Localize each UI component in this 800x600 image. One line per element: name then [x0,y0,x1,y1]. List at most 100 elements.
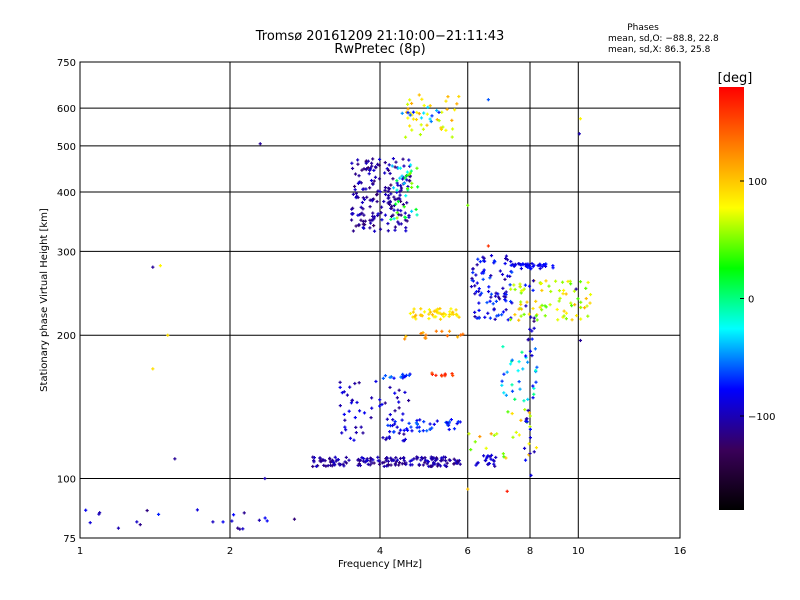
data-point [403,215,408,220]
data-point [407,213,411,218]
data-point [440,329,444,333]
data-point [410,181,414,185]
data-point [527,263,531,268]
data-point [352,184,357,189]
data-point [538,266,542,271]
data-point [401,157,405,161]
data-point [398,166,403,170]
data-point [519,314,523,318]
data-point [437,110,441,114]
data-point [391,177,395,181]
data-point [422,103,426,108]
data-point [373,175,378,179]
data-point [398,193,402,197]
data-point [399,209,403,213]
data-point [450,372,454,376]
data-point [376,455,380,459]
data-point [532,392,536,396]
data-point [469,284,474,289]
data-point [435,308,440,312]
data-point [586,314,590,318]
data-point [230,519,234,523]
data-point [530,329,534,333]
data-point [292,517,297,521]
data-point [390,164,394,168]
data-point [494,299,498,303]
data-point [138,523,142,527]
data-point [360,455,364,460]
data-point [242,511,246,515]
data-point [371,458,375,462]
data-point [474,463,478,467]
data-point [393,391,397,395]
data-point [410,128,414,132]
data-point [361,187,365,191]
data-point [376,212,380,216]
data-point [369,161,374,165]
data-point [392,376,396,380]
data-point [368,218,372,222]
data-point [584,296,588,301]
data-point [395,188,399,192]
data-point [494,291,498,295]
x-tick-labels: 1 2 4 6 8 10 16 [77,546,687,557]
data-point [420,456,425,460]
data-point [368,459,372,463]
data-point [524,354,528,358]
data-point [488,316,493,320]
data-point [495,432,499,436]
data-point [482,256,486,260]
data-point [406,116,410,120]
data-point [456,459,460,463]
data-point [368,205,372,209]
colorbar-ticks: 100 0 −100 [740,177,775,423]
data-point [556,318,560,322]
data-point [318,459,322,463]
data-point [474,273,478,277]
data-point [444,313,448,317]
data-point [418,418,422,422]
data-point [564,292,568,296]
data-point [415,457,419,461]
data-point [427,312,431,316]
data-point [458,462,462,466]
data-point [486,454,490,458]
data-point [98,511,102,515]
data-point [323,459,327,463]
data-point [421,463,425,467]
data-point [328,460,333,464]
data-point [355,400,359,405]
data-point [407,373,411,378]
data-point [357,174,361,178]
data-point [508,317,513,322]
data-point [151,265,155,269]
data-point [574,314,579,318]
data-point [517,307,521,311]
data-point [444,128,448,132]
data-point [417,93,421,97]
data-point [420,97,424,101]
data-point [432,456,436,460]
data-point [479,291,484,295]
data-point [528,327,532,331]
data-point [450,118,454,122]
data-point [438,464,443,468]
data-point [145,508,149,513]
data-point [512,264,516,268]
data-point [447,427,451,432]
data-point [489,292,494,296]
data-point [492,433,496,437]
data-point [486,462,490,466]
data-point [410,458,414,462]
data-point [340,431,344,435]
data-point [415,213,419,217]
data-point [518,285,522,289]
data-point [508,362,513,366]
data-point [425,429,429,433]
data-point [457,315,461,319]
data-point [399,375,403,379]
data-point [471,267,475,271]
data-point [386,462,390,467]
data-point [435,419,439,423]
data-point [449,307,453,311]
